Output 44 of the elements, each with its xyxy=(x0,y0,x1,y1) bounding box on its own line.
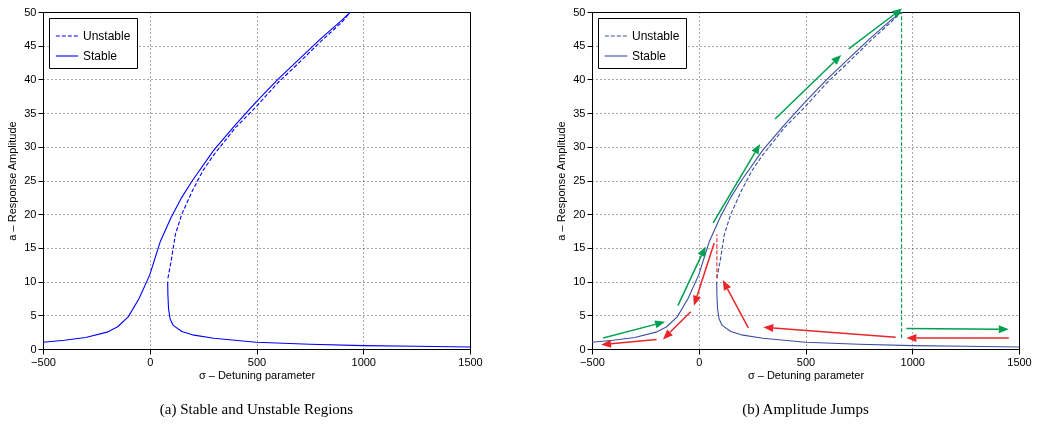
x-tick-label: 1000 xyxy=(900,355,925,368)
legend-label: Stable xyxy=(83,49,118,63)
line-series xyxy=(167,281,470,348)
y-tick-label: 30 xyxy=(573,140,586,153)
x-tick-label: 0 xyxy=(696,355,703,368)
y-tick-label: 45 xyxy=(24,39,37,52)
x-tick-label: 500 xyxy=(796,355,816,368)
legend-label: Stable xyxy=(632,49,667,63)
x-tick-label: 1500 xyxy=(458,355,483,368)
y-tick-label: 50 xyxy=(573,5,586,18)
y-tick-label: 15 xyxy=(573,241,586,254)
legend-label: Unstable xyxy=(83,29,131,43)
x-tick-label: −500 xyxy=(580,355,605,368)
y-axis-title: a – Response Amplitude xyxy=(6,121,19,241)
y-tick-label: 40 xyxy=(24,72,37,85)
y-tick-label: 5 xyxy=(579,308,586,321)
text: (b) Amplitude Jumps xyxy=(742,401,869,418)
x-axis-title: σ – Detuning parameter xyxy=(747,368,865,381)
y-tick-label: 10 xyxy=(573,275,586,288)
y-tick-label: 10 xyxy=(24,275,37,288)
y-tick-label: 15 xyxy=(24,241,37,254)
x-tick-label: 1000 xyxy=(351,355,376,368)
y-tick-label: 0 xyxy=(30,342,37,355)
y-tick-label: 45 xyxy=(573,39,586,52)
y-tick-label: 50 xyxy=(24,5,37,18)
y-tick-label: 35 xyxy=(24,106,37,119)
y-tick-label: 35 xyxy=(573,106,586,119)
y-axis-title: a – Response Amplitude xyxy=(555,121,568,241)
x-tick-label: −500 xyxy=(31,355,56,368)
x-tick-label: 1500 xyxy=(1007,355,1032,368)
text: (a) Stable and Unstable Regions xyxy=(159,401,354,418)
y-tick-label: 40 xyxy=(573,72,586,85)
y-tick-label: 25 xyxy=(24,174,37,186)
y-tick-label: 25 xyxy=(573,174,586,186)
y-tick-label: 20 xyxy=(24,207,37,220)
line-series xyxy=(716,281,1019,348)
x-tick-label: 0 xyxy=(147,355,154,368)
x-tick-label: 500 xyxy=(247,355,267,368)
y-tick-label: 20 xyxy=(573,207,586,220)
x-axis-title: σ – Detuning parameter xyxy=(198,368,316,381)
legend-label: Unstable xyxy=(632,29,680,43)
y-tick-label: 30 xyxy=(24,140,37,153)
y-tick-label: 0 xyxy=(579,342,586,355)
y-tick-label: 5 xyxy=(30,308,37,321)
